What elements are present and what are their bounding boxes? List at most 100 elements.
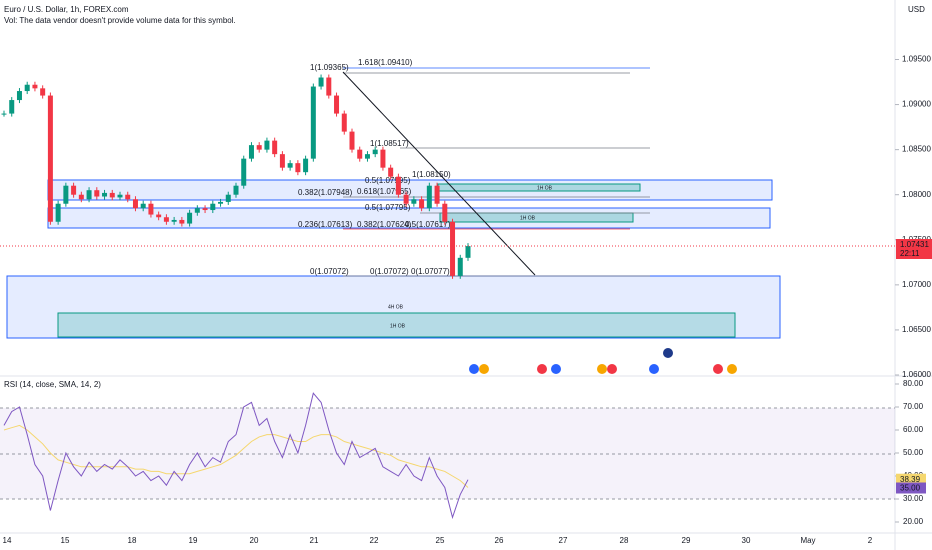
candle	[372, 149, 378, 155]
candle	[55, 203, 61, 222]
x-tick-label: 29	[682, 536, 691, 545]
rsi-sma-line	[3, 424, 469, 488]
candle	[140, 203, 146, 209]
fib-label: 1.618(1.09410)	[358, 58, 413, 67]
candle	[272, 140, 278, 155]
last-price: 1.07431	[900, 240, 929, 249]
x-tick-label: 21	[310, 536, 319, 545]
y-tick-label: 1.07000	[902, 280, 931, 289]
candle	[264, 140, 270, 150]
zone-label: 1H OB	[390, 323, 406, 329]
x-tick-label: 25	[436, 536, 445, 545]
candle	[202, 208, 208, 211]
x-tick-label: May	[800, 536, 815, 545]
candle	[194, 208, 200, 213]
candle	[403, 194, 409, 204]
zone-1h	[57, 312, 736, 338]
fib-label: 0.5(1.07795)	[365, 203, 411, 212]
rsi-tick-label: 80.00	[903, 379, 924, 388]
rsi-tick-label: 70.00	[903, 402, 924, 411]
candle	[148, 203, 154, 215]
candle	[171, 219, 177, 222]
fib-label: 1(1.08150)	[412, 170, 451, 179]
candle	[9, 100, 15, 114]
candle	[465, 246, 471, 258]
y-tick-label: 1.08000	[902, 190, 931, 199]
rsi-sma-tag	[896, 482, 926, 494]
candle	[225, 194, 231, 202]
zone-label: 1H OB	[520, 215, 536, 221]
x-tick-label: 26	[495, 536, 504, 545]
fib-label: 0.5(1.07617)	[405, 220, 451, 229]
candle	[125, 194, 131, 200]
candle	[218, 201, 224, 204]
candle	[156, 214, 162, 218]
rsi-tick-label: 60.00	[903, 425, 924, 434]
candle	[457, 257, 463, 276]
fib-label: 1(1.09365)	[310, 63, 349, 72]
candle	[16, 91, 22, 101]
x-tick-label: 19	[189, 536, 198, 545]
zone-1h	[439, 212, 634, 223]
candle	[71, 185, 77, 195]
y-tick-label: 1.06500	[902, 325, 931, 334]
countdown: 22:11	[900, 249, 920, 258]
rsi-line	[3, 392, 469, 520]
last-price-tag	[896, 239, 932, 260]
fib-label: 0.5(1.07995)	[365, 176, 411, 185]
candle	[287, 163, 293, 168]
currency: USD	[908, 5, 925, 14]
x-tick-label: 20	[250, 536, 259, 545]
candle	[442, 203, 448, 222]
candle	[233, 185, 239, 195]
candle	[63, 185, 69, 204]
x-tick-label: 28	[620, 536, 629, 545]
candle	[419, 199, 425, 209]
candle	[326, 77, 332, 96]
candle	[395, 176, 401, 195]
candle	[210, 203, 216, 211]
candle	[450, 221, 456, 276]
candle	[357, 149, 363, 159]
candle	[102, 192, 108, 197]
zone-label: 1H OB	[537, 185, 553, 191]
rsi-last-tag	[896, 473, 926, 485]
fib-label: 0.236(1.07613)	[298, 220, 353, 229]
x-tick-label: 22	[370, 536, 379, 545]
rsi-levels	[0, 407, 895, 500]
x-tick-label: 15	[61, 536, 70, 545]
candle	[78, 194, 84, 200]
candle	[310, 86, 316, 159]
rsi-tick-label: 30.00	[903, 494, 924, 503]
x-tick-label: 27	[559, 536, 568, 545]
y-tick-label: 1.06000	[902, 370, 931, 379]
candle	[40, 88, 46, 96]
candle	[117, 194, 123, 198]
candle	[163, 217, 169, 222]
candle	[279, 154, 285, 168]
fib-label: 0.618(1.07965)	[357, 187, 412, 196]
rsi-title: RSI (14, close, SMA, 14, 2)	[4, 380, 101, 389]
candle	[303, 158, 309, 173]
candle	[241, 158, 247, 186]
candle	[364, 154, 370, 159]
trend-line	[342, 71, 536, 276]
x-tick-label: 18	[128, 536, 137, 545]
candle	[434, 185, 440, 204]
candle	[132, 199, 138, 209]
x-tick-label: 14	[3, 536, 12, 545]
candle	[109, 192, 115, 198]
fib-labels: 1(1.09365) 1.618(1.09410) 1(1.08517) 1(1…	[298, 58, 553, 329]
candle	[256, 145, 262, 150]
candle	[341, 113, 347, 132]
candle	[187, 212, 193, 224]
candle	[411, 199, 417, 204]
fib-label: 0.382(1.07948)	[298, 188, 353, 197]
candle	[248, 145, 254, 159]
candle	[380, 149, 386, 168]
candle	[318, 77, 324, 87]
rsi-tick-label: 20.00	[903, 517, 924, 526]
fib-label: 1(1.08517)	[370, 139, 409, 148]
zone-4h	[6, 275, 781, 339]
volume-note: Vol: The data vendor doesn't provide vol…	[4, 16, 236, 25]
